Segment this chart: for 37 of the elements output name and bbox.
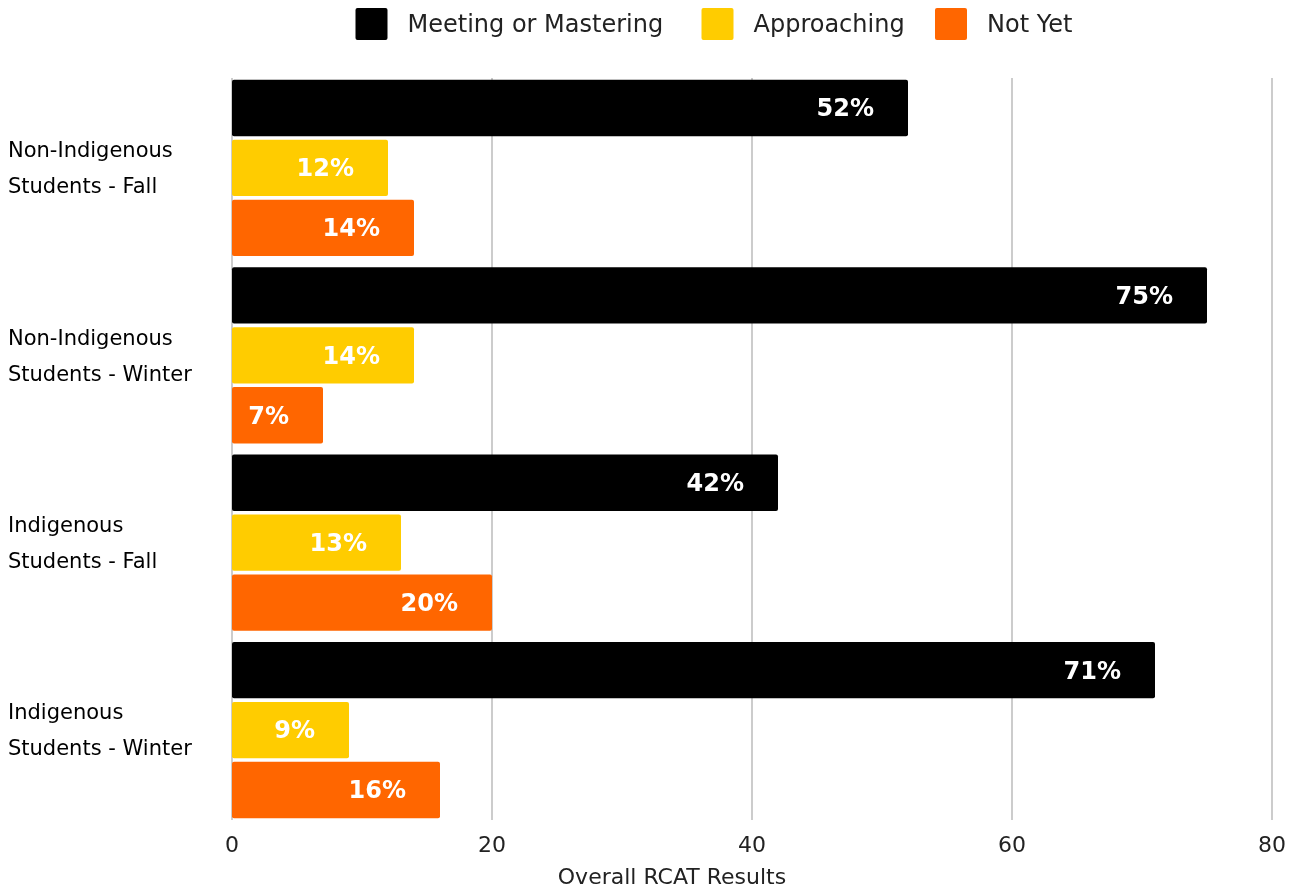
data-label: 13%	[309, 529, 367, 558]
data-label: 71%	[1063, 656, 1121, 685]
y-tick-label: Non-Indigenous Students - Fall	[8, 138, 173, 199]
y-tick-label: Non-Indigenous Students - Winter	[8, 325, 193, 386]
data-label: 52%	[816, 94, 874, 123]
data-label: 14%	[322, 214, 380, 243]
bar	[232, 514, 401, 571]
bar	[232, 454, 778, 511]
bar	[232, 574, 492, 631]
bar	[232, 139, 388, 197]
bar	[232, 701, 349, 759]
x-tick-label: 60	[998, 832, 1026, 857]
bar	[232, 761, 440, 819]
bar	[232, 642, 1155, 699]
data-label: 75%	[1115, 281, 1173, 310]
legend-label: Not Yet	[987, 10, 1073, 39]
legend-label: Approaching	[753, 10, 905, 39]
x-tick-label: 20	[478, 832, 506, 857]
x-tick-label: 80	[1258, 832, 1286, 857]
x-axis-title: Overall RCAT Results	[557, 864, 787, 889]
bar	[232, 79, 908, 137]
bar	[232, 327, 414, 384]
y-tick-label: Indigenous Students - Winter	[8, 700, 193, 761]
data-label: 16%	[348, 776, 406, 805]
x-tick-label: 40	[738, 832, 766, 857]
data-label: 9%	[274, 716, 315, 745]
bar	[232, 387, 323, 444]
bar	[232, 267, 1207, 324]
x-tick-label: 0	[225, 832, 239, 857]
bar	[232, 199, 414, 257]
data-label: 20%	[400, 589, 458, 617]
y-tick-label: Indigenous Students - Fall	[8, 513, 158, 574]
data-label: 14%	[322, 341, 380, 370]
legend-label: Meeting or Mastering	[407, 10, 664, 39]
data-label: 12%	[296, 154, 354, 183]
data-label: 7%	[248, 401, 289, 430]
data-label: 42%	[686, 469, 744, 498]
